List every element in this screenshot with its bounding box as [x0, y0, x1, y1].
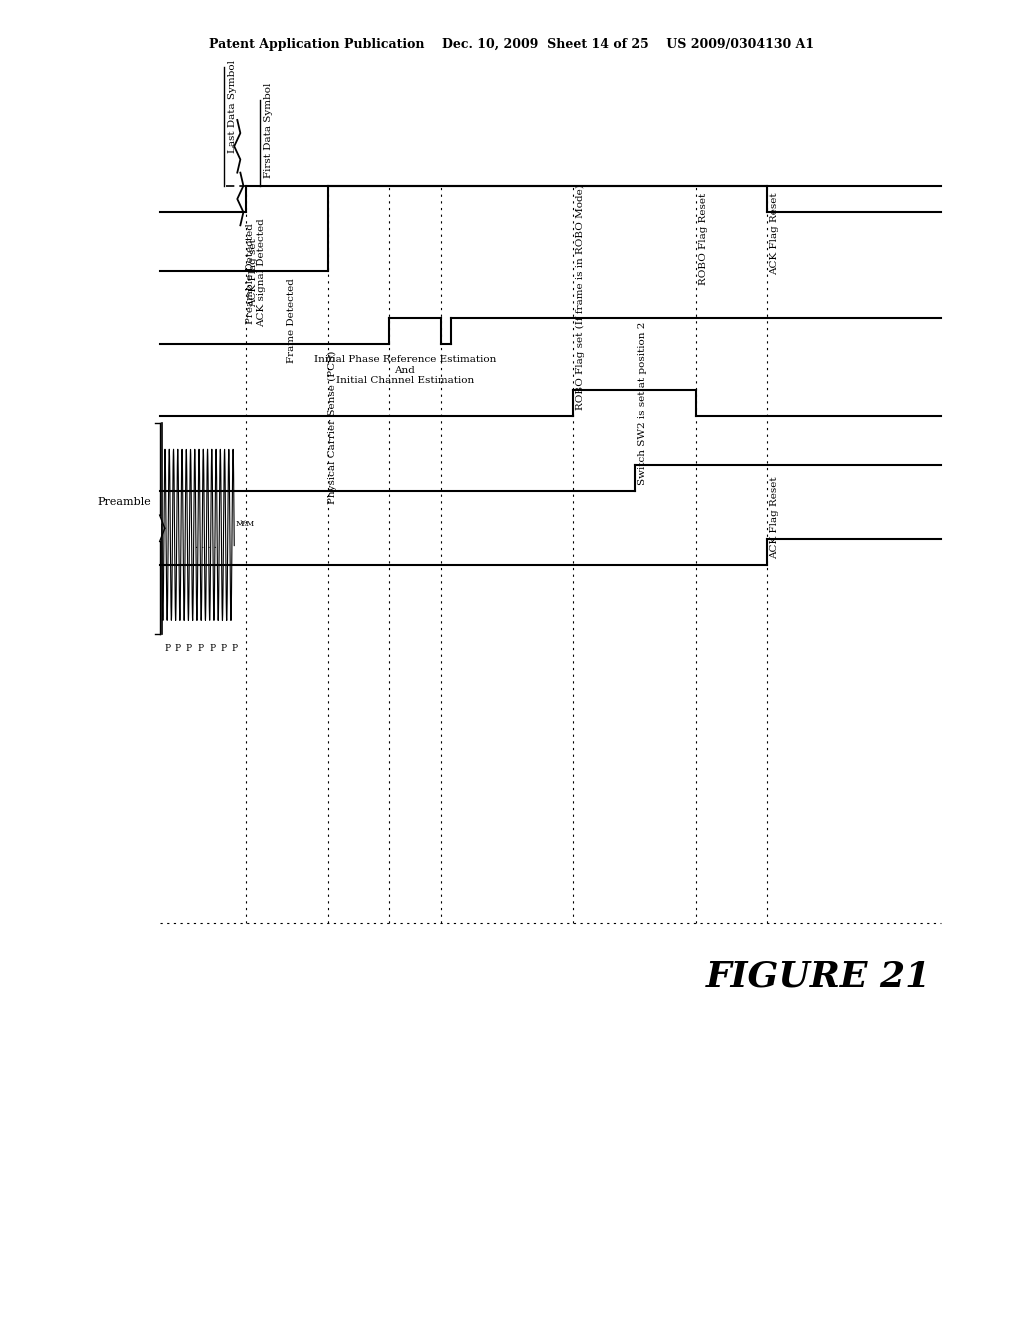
Text: Switch SW2 is set at position 2: Switch SW2 is set at position 2: [638, 322, 646, 484]
Text: FIGURE 21: FIGURE 21: [706, 960, 931, 993]
Text: Patent Application Publication    Dec. 10, 2009  Sheet 14 of 25    US 2009/03041: Patent Application Publication Dec. 10, …: [210, 38, 814, 51]
Text: ACK Flag Reset: ACK Flag Reset: [770, 193, 779, 275]
Text: Frame Detected: Frame Detected: [288, 279, 296, 363]
Text: First Data Symbol: First Data Symbol: [264, 82, 272, 177]
Text: . . . .: . . . .: [195, 541, 216, 550]
Text: P: P: [231, 644, 238, 653]
Text: Physical Carrier Sense (PCS): Physical Carrier Sense (PCS): [328, 350, 337, 504]
Text: M: M: [237, 520, 245, 528]
Text: ACK Flag set: ACK Flag set: [250, 239, 258, 308]
Text: Last Data Symbol: Last Data Symbol: [228, 61, 238, 153]
Text: Preamble: Preamble: [97, 496, 152, 507]
Text: P: P: [174, 644, 180, 653]
Text: ROBO Flag Reset: ROBO Flag Reset: [699, 193, 708, 285]
Text: Preamble Detected
ACK signal Detected: Preamble Detected ACK signal Detected: [247, 219, 266, 327]
Text: ACK Flag Reset: ACK Flag Reset: [770, 477, 779, 558]
Text: P: P: [198, 644, 204, 653]
Text: P: P: [185, 644, 191, 653]
Text: P: P: [210, 644, 216, 653]
Text: ROBO Flag set (If frame is in ROBO Mode): ROBO Flag set (If frame is in ROBO Mode): [577, 183, 586, 409]
Text: P: P: [165, 644, 171, 653]
Text: ½M: ½M: [240, 520, 255, 528]
Text: P: P: [221, 644, 227, 653]
Text: Initial Phase Reference Estimation
And
Initial Channel Estimation: Initial Phase Reference Estimation And I…: [313, 355, 496, 385]
